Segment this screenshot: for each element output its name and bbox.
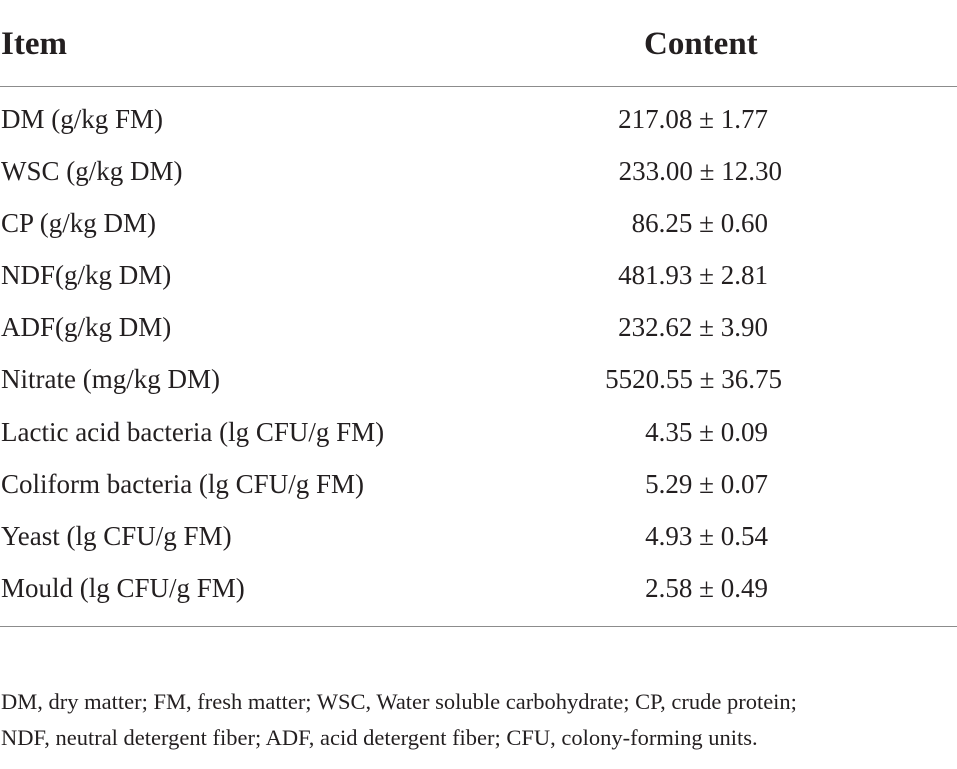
composition-table: Item Content DM (g/kg FM) 217.08 ± 1.77 … [0,0,957,627]
table-row: DM (g/kg FM) 217.08 ± 1.77 [0,93,957,145]
table-row: NDF(g/kg DM) 481.93 ± 2.81 [0,249,957,301]
row-content: 233.00 ± 12.30 [618,156,782,187]
row-content: 5520.55 ± 36.75 [605,364,782,395]
table-row: Lactic acid bacteria (lg CFU/g FM) 4.35 … [0,406,957,458]
table-row: CP (g/kg DM) 86.25 ± 0.60 [0,197,957,249]
table-row: Coliform bacteria (lg CFU/g FM) 5.29 ± 0… [0,458,957,510]
row-content: 481.93 ± 2.81 [618,260,768,291]
header-content: Content [644,26,758,62]
row-item: ADF(g/kg DM) [1,312,172,343]
row-item: Yeast (lg CFU/g FM) [1,520,232,551]
table-row: Nitrate (mg/kg DM) 5520.55 ± 36.75 [0,353,957,405]
row-content: 2.58 ± 0.49 [645,572,768,603]
table-row: WSC (g/kg DM) 233.00 ± 12.30 [0,145,957,197]
table-row: Yeast (lg CFU/g FM) 4.93 ± 0.54 [0,510,957,562]
footnote-line: DM, dry matter; FM, fresh matter; WSC, W… [1,689,797,714]
row-item: Mould (lg CFU/g FM) [1,572,245,603]
table-header: Item Content [0,0,957,87]
row-item: WSC (g/kg DM) [1,156,183,187]
footnote-line: NDF, neutral detergent fiber; ADF, acid … [1,725,758,750]
row-content: 217.08 ± 1.77 [618,104,768,134]
row-item: Nitrate (mg/kg DM) [1,364,220,395]
table-footnote: DM, dry matter; FM, fresh matter; WSC, W… [1,684,956,756]
table-row: Mould (lg CFU/g FM) 2.58 ± 0.49 [0,562,957,614]
row-item: CP (g/kg DM) [1,208,157,239]
row-content: 4.35 ± 0.09 [645,416,768,447]
row-content: 232.62 ± 3.90 [618,312,768,343]
table-body: DM (g/kg FM) 217.08 ± 1.77 WSC (g/kg DM)… [0,87,957,627]
header-item: Item [1,26,67,62]
row-item: Lactic acid bacteria (lg CFU/g FM) [1,416,385,447]
row-content: 86.25 ± 0.60 [631,208,768,239]
row-item: Coliform bacteria (lg CFU/g FM) [1,468,364,499]
row-item: NDF(g/kg DM) [1,260,172,291]
table-row: ADF(g/kg DM) 232.62 ± 3.90 [0,301,957,353]
row-content: 4.93 ± 0.54 [645,520,768,551]
row-content: 5.29 ± 0.07 [645,468,768,499]
row-item: DM (g/kg FM) [1,104,164,134]
